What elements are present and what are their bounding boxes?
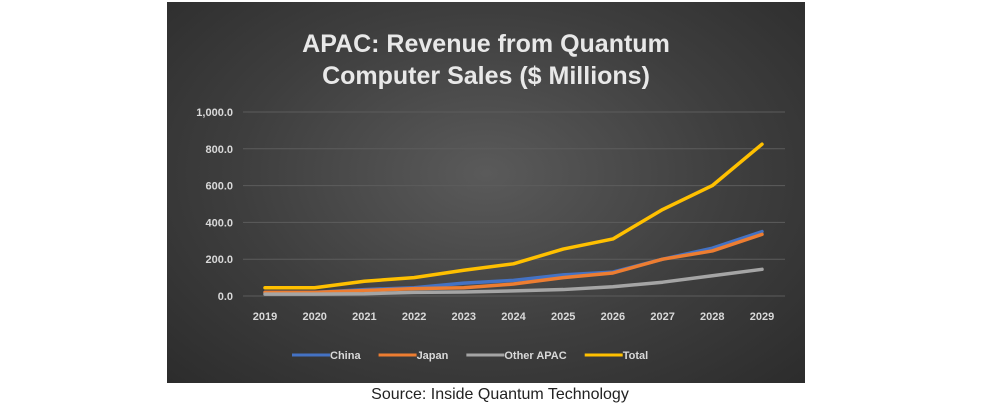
series-line-japan (263, 232, 764, 295)
legend-label-total: Total (623, 350, 648, 362)
series-line-total (263, 142, 764, 290)
x-tick-label: 2022 (402, 311, 426, 323)
y-tick-label: 200.0 (205, 254, 233, 266)
chart-title: APAC: Revenue from Quantum Computer Sale… (167, 28, 805, 92)
x-tick-label: 2019 (253, 311, 277, 323)
x-tick-label: 2025 (551, 311, 575, 323)
x-tick-label: 2028 (700, 311, 724, 323)
legend-label-china: China (330, 350, 361, 362)
y-tick-label: 600.0 (205, 181, 233, 193)
y-tick-label: 800.0 (205, 144, 233, 156)
chart-title-line-1: APAC: Revenue from Quantum (302, 30, 670, 58)
y-tick-label: 0.0 (218, 291, 233, 303)
x-tick-label: 2024 (501, 311, 526, 323)
source-caption: Source: Inside Quantum Technology (371, 386, 629, 403)
series-line-other-apac (263, 267, 764, 296)
x-tick-label: 2021 (352, 311, 376, 323)
y-tick-label: 1,000.0 (196, 107, 233, 119)
legend-label-japan: Japan (417, 350, 449, 362)
x-tick-label: 2020 (302, 311, 326, 323)
x-tick-label: 2029 (750, 311, 774, 323)
y-tick-label: 400.0 (205, 217, 233, 229)
chart-title-line-2: Computer Sales ($ Millions) (322, 62, 650, 90)
x-tick-label: 2027 (650, 311, 674, 323)
x-tick-label: 2023 (452, 311, 476, 323)
legend-label-other-apac: Other APAC (504, 350, 566, 362)
x-tick-label: 2026 (601, 311, 625, 323)
